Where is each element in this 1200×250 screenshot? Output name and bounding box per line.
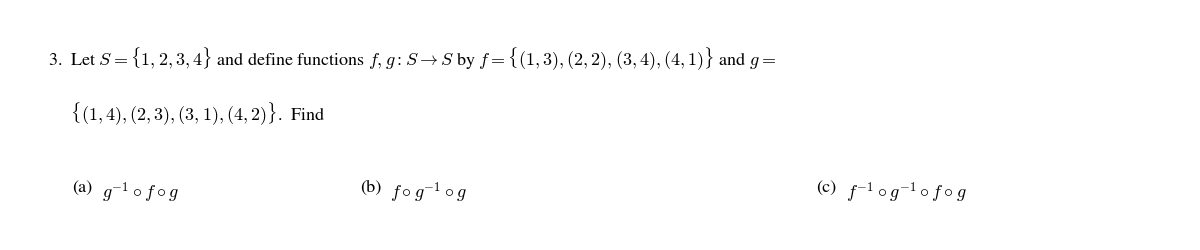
Text: $\{(1, 4), (2, 3), (3, 1), (4, 2)\}$.  Find: $\{(1, 4), (2, 3), (3, 1), (4, 2)\}$. Fi…: [48, 100, 325, 127]
Text: (a): (a): [72, 180, 92, 196]
Text: $f^{-1} \circ g^{-1} \circ f \circ g$: $f^{-1} \circ g^{-1} \circ f \circ g$: [846, 180, 967, 204]
Text: (c): (c): [816, 180, 836, 196]
Text: $g^{-1} \circ f \circ g$: $g^{-1} \circ f \circ g$: [102, 180, 179, 204]
Text: 3.  Let $S = \{1, 2, 3, 4\}$ and define functions $f, g : S \to S$ by $f = \{(1,: 3. Let $S = \{1, 2, 3, 4\}$ and define f…: [48, 45, 776, 72]
Text: (b): (b): [360, 180, 382, 196]
Text: $f \circ g^{-1} \circ g$: $f \circ g^{-1} \circ g$: [390, 180, 467, 204]
